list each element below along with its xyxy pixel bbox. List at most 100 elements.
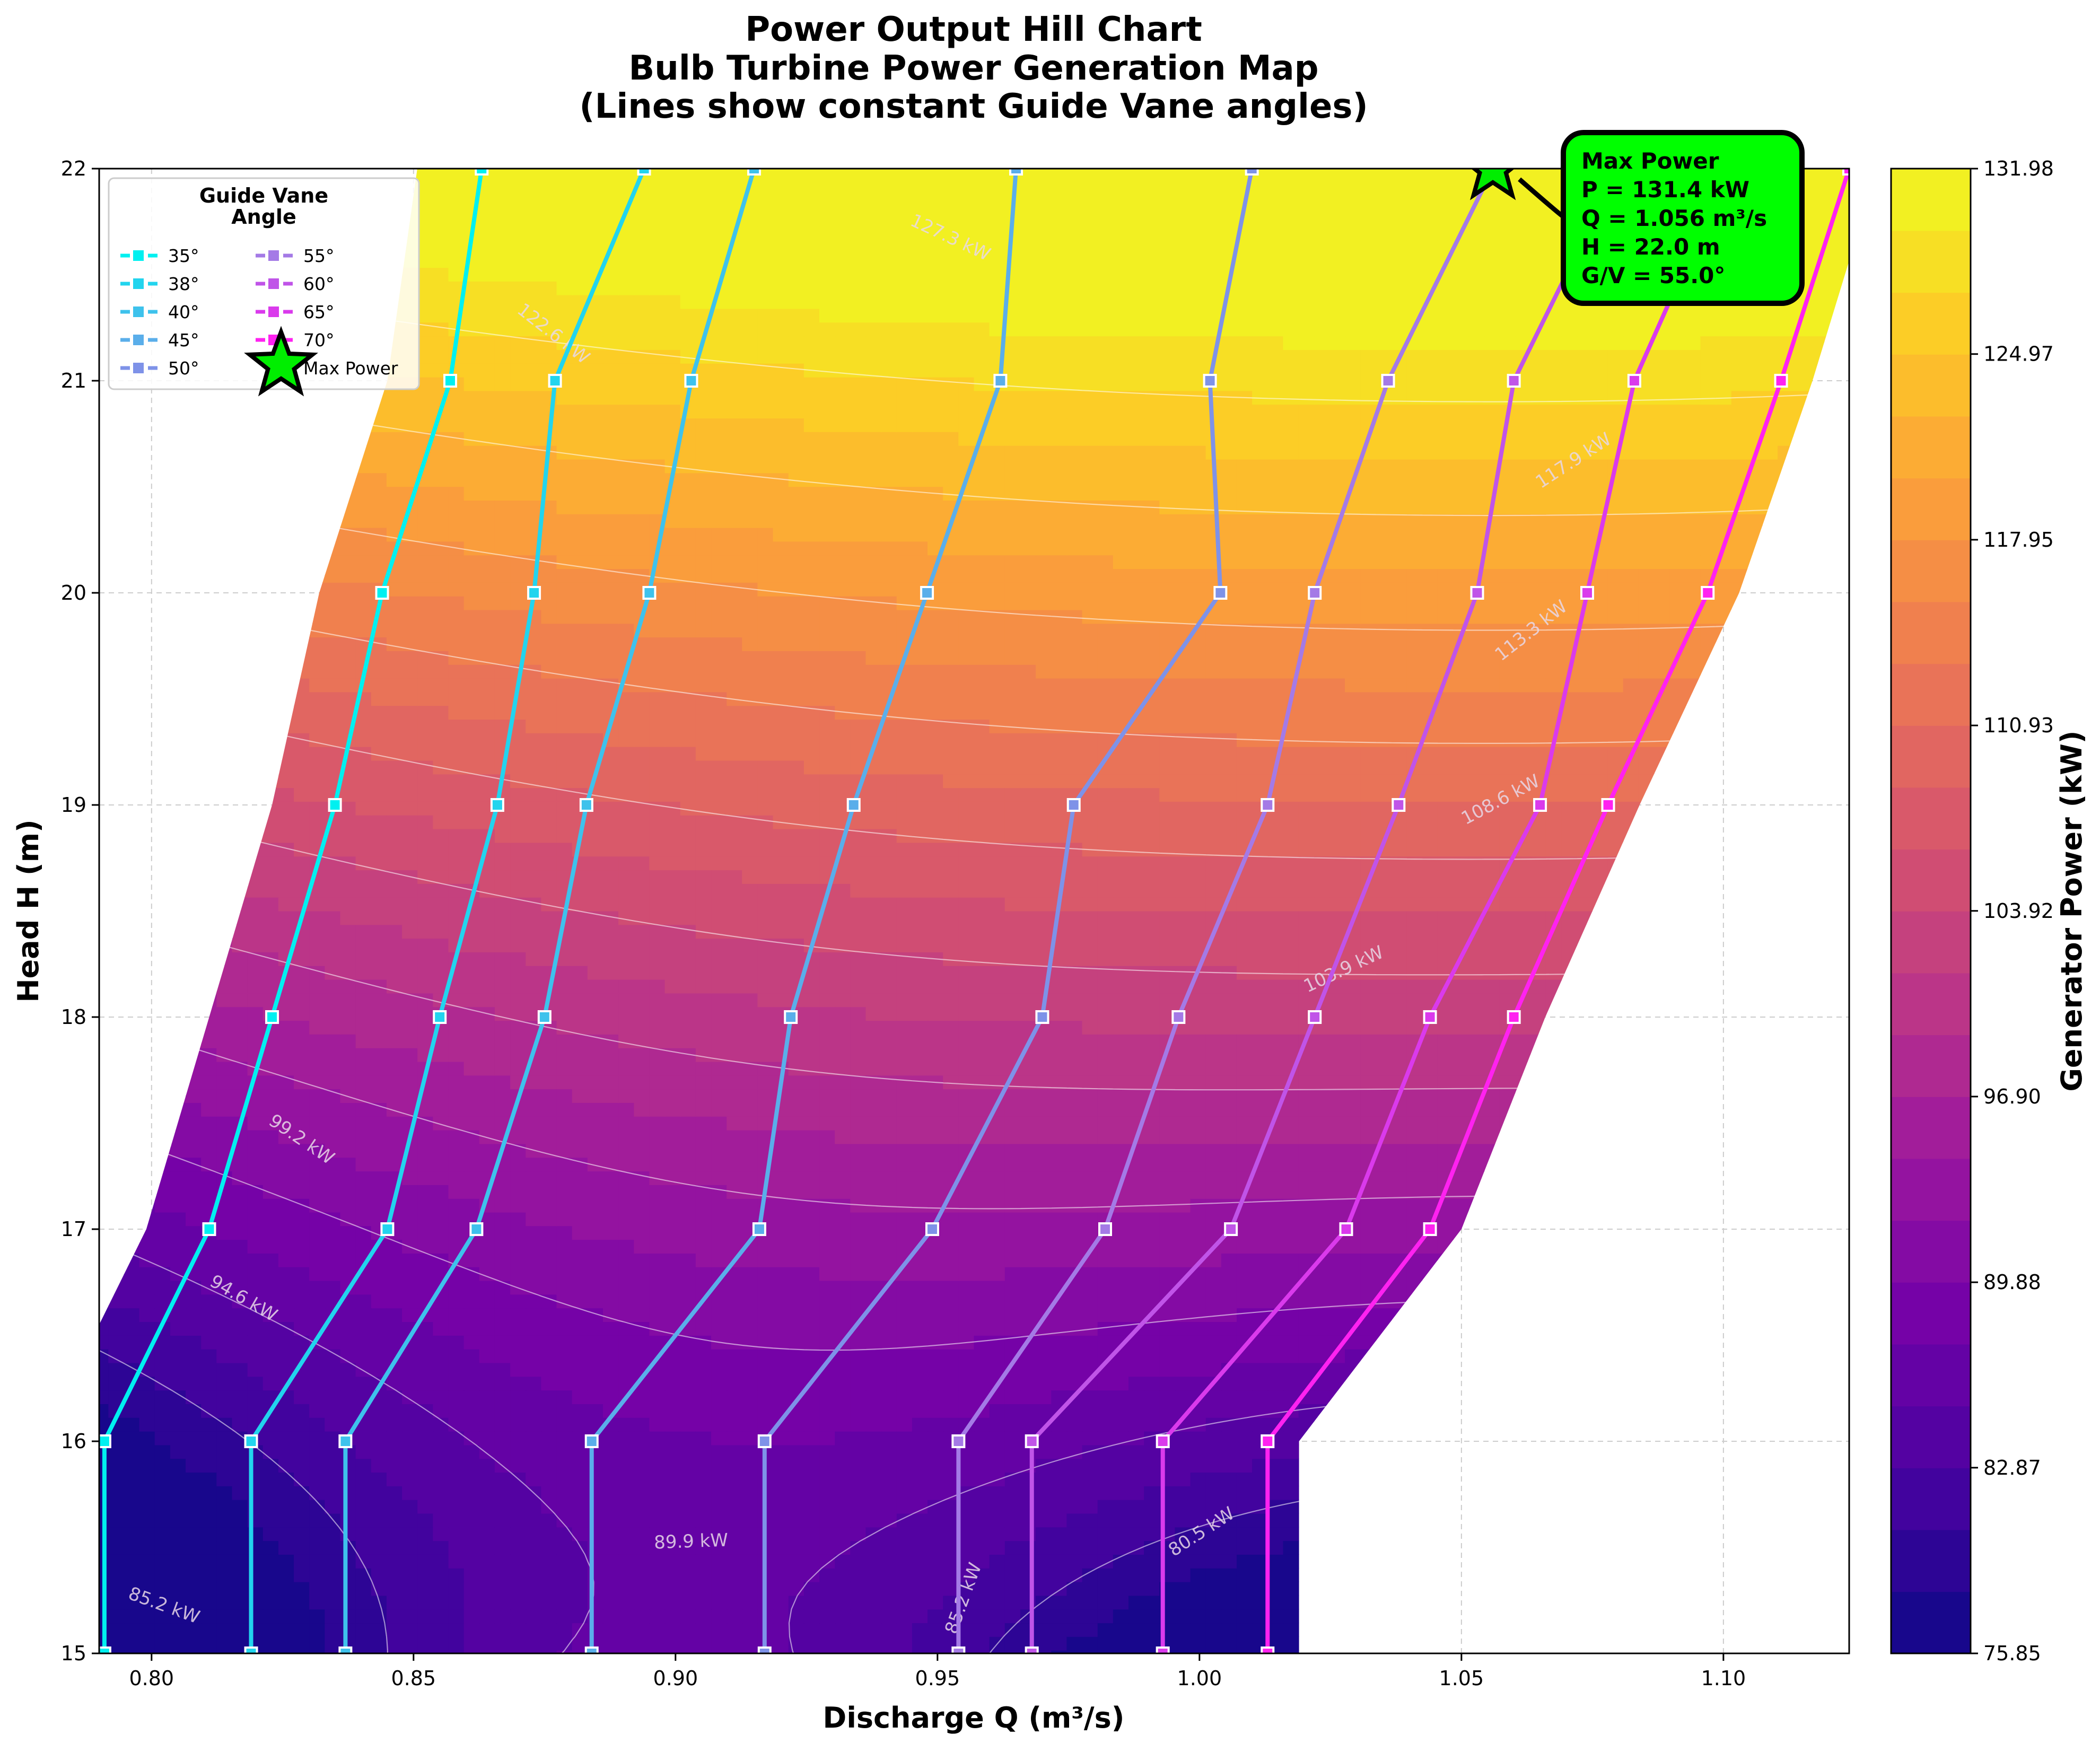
contour-band-cell (1221, 1157, 1237, 1172)
contour-band-cell (1082, 1102, 1098, 1117)
contour-band-cell (1236, 1102, 1253, 1117)
contour-band-cell (433, 1595, 449, 1610)
contour-band-cell (835, 1609, 851, 1624)
contour-band-cell (680, 1472, 696, 1486)
contour-band-cell (1360, 1280, 1377, 1295)
contour-band-cell (958, 1458, 975, 1473)
contour-band-cell (881, 1595, 897, 1610)
contour-band-cell (325, 1239, 341, 1254)
contour-band-cell (556, 1171, 573, 1185)
contour-band-cell (773, 1225, 789, 1240)
contour-band-cell (433, 1225, 449, 1240)
contour-band-cell (108, 1335, 125, 1350)
contour-band-cell (1159, 1335, 1176, 1350)
contour-band-cell (247, 1212, 264, 1227)
contour-band-cell (896, 1499, 913, 1514)
contour-band-cell (526, 1171, 542, 1185)
contour-band-cell (711, 1225, 728, 1240)
contour-band-cell (634, 1540, 650, 1555)
contour-band-cell (850, 1116, 867, 1131)
contour-band-cell (1267, 1513, 1284, 1528)
contour-band-cell (912, 1636, 929, 1651)
contour-band-cell (386, 1636, 403, 1651)
contour-band-cell (99, 1376, 109, 1391)
contour-band-cell (541, 1444, 557, 1459)
contour-band-cell (1236, 1376, 1253, 1391)
contour-band-cell (1406, 1129, 1423, 1144)
contour-band-cell (1252, 1472, 1268, 1486)
contour-band-cell (479, 1089, 495, 1103)
contour-band-cell (526, 1417, 542, 1432)
contour-band-cell (835, 1376, 851, 1391)
contour-band-cell (1051, 1252, 1068, 1267)
contour-band-cell (1221, 1609, 1237, 1624)
contour-band-cell (541, 1348, 557, 1363)
contour-band-cell (340, 1212, 356, 1227)
contour-band-cell (1036, 1225, 1052, 1240)
contour-band-cell (371, 1417, 387, 1432)
contour-band-cell (742, 1362, 758, 1377)
contour-band-cell (850, 1225, 867, 1240)
contour-band-cell (463, 1609, 480, 1624)
contour-band-cell (1437, 1116, 1454, 1131)
contour-band-cell (974, 1308, 990, 1322)
contour-band-cell (1267, 1567, 1284, 1582)
contour-band-cell (463, 1390, 480, 1404)
contour-band-cell (262, 1581, 279, 1596)
contour-band-cell (912, 1348, 929, 1363)
contour-band-cell (1036, 1609, 1052, 1624)
contour-band-cell (325, 1089, 341, 1103)
contour-band-cell (803, 1567, 820, 1582)
contour-band-cell (819, 1143, 836, 1158)
contour-band-cell (742, 1129, 758, 1144)
contour-band-cell (819, 1527, 836, 1541)
contour-band-cell (649, 1567, 666, 1582)
contour-band-cell (170, 1157, 187, 1172)
contour-band-cell (850, 1609, 867, 1624)
contour-band-cell (371, 1321, 387, 1336)
contour-band-cell (1870, 1321, 1886, 1336)
contour-band-cell (835, 1212, 851, 1227)
contour-band-cell (1267, 1321, 1284, 1336)
contour-band-cell (664, 1650, 681, 1653)
contour-band-cell (154, 1225, 171, 1240)
contour-band-cell (695, 1239, 712, 1254)
contour-band-cell (340, 1623, 356, 1637)
contour-band-cell (835, 1116, 851, 1131)
contour-band-cell (340, 1198, 356, 1213)
contour-band-cell (1267, 1239, 1284, 1254)
contour-band-cell (865, 1554, 882, 1569)
contour-band-cell (463, 1102, 480, 1117)
contour-band-cell (1082, 1129, 1098, 1144)
contour-band-cell (99, 1403, 109, 1418)
contour-band-cell (819, 1294, 836, 1309)
contour-band-cell (664, 1376, 681, 1391)
contour-band-cell (1236, 1540, 1253, 1555)
contour-band-cell (510, 1198, 527, 1213)
contour-band-cell (124, 1499, 140, 1514)
contour-band-cell (154, 1294, 171, 1309)
contour-band-cell (402, 1252, 418, 1267)
contour-band-cell (1175, 1294, 1191, 1309)
contour-band-cell (711, 1458, 728, 1473)
contour-band-cell (278, 1623, 295, 1637)
contour-band-cell (1855, 1595, 1871, 1609)
contour-band-cell (526, 1403, 542, 1418)
contour-band-cell (1036, 1157, 1052, 1172)
contour-band-cell (232, 1376, 248, 1391)
contour-band-cell (1082, 1225, 1098, 1240)
contour-band-cell (170, 1609, 187, 1624)
contour-band-cell (186, 1581, 202, 1596)
contour-band-cell (216, 1431, 233, 1446)
contour-band-cell (1391, 1280, 1407, 1295)
contour-band-cell (664, 1116, 681, 1131)
contour-band-cell (232, 1527, 248, 1541)
contour-band-cell (989, 1513, 1005, 1528)
contour-band-cell (788, 1184, 804, 1199)
contour-band-cell (1283, 1143, 1299, 1158)
contour-band-cell (371, 1540, 387, 1555)
contour-band-cell (773, 1266, 789, 1281)
contour-band-cell (325, 1362, 341, 1377)
contour-band-cell (912, 1595, 929, 1610)
contour-band-cell (186, 1198, 202, 1213)
